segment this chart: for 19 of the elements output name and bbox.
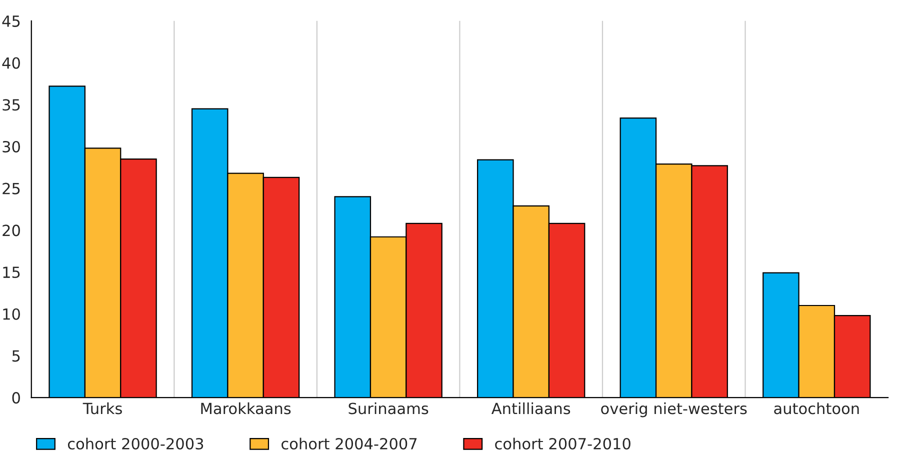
- y-tick-label: 25: [2, 182, 20, 194]
- y-tick-label: 15: [3, 266, 20, 278]
- y-tick-label: 45: [2, 16, 20, 27]
- x-tick-label: autochtoon: [774, 402, 859, 414]
- x-tick-label: Antilliaans: [491, 402, 570, 414]
- legend-label: cohort 2000-2003: [68, 438, 204, 450]
- y-tick-label: 0: [12, 392, 20, 404]
- x-tick-label: overig niet-westers: [601, 402, 747, 418]
- y-tick-label: 5: [12, 350, 20, 362]
- legend-label: cohort 2004-2007: [282, 438, 417, 450]
- legend-label: cohort 2007-2010: [495, 438, 630, 450]
- x-tick-label: Marokkaans: [201, 402, 291, 414]
- y-tick-label: 30: [2, 140, 20, 152]
- y-tick-label: 20: [2, 224, 20, 236]
- y-tick-label: 35: [2, 99, 20, 111]
- x-tick-label: Turks: [82, 402, 122, 414]
- y-tick-label: 10: [3, 308, 20, 320]
- y-tick-label: 40: [2, 57, 20, 69]
- x-tick-label: Surinaams: [348, 402, 428, 414]
